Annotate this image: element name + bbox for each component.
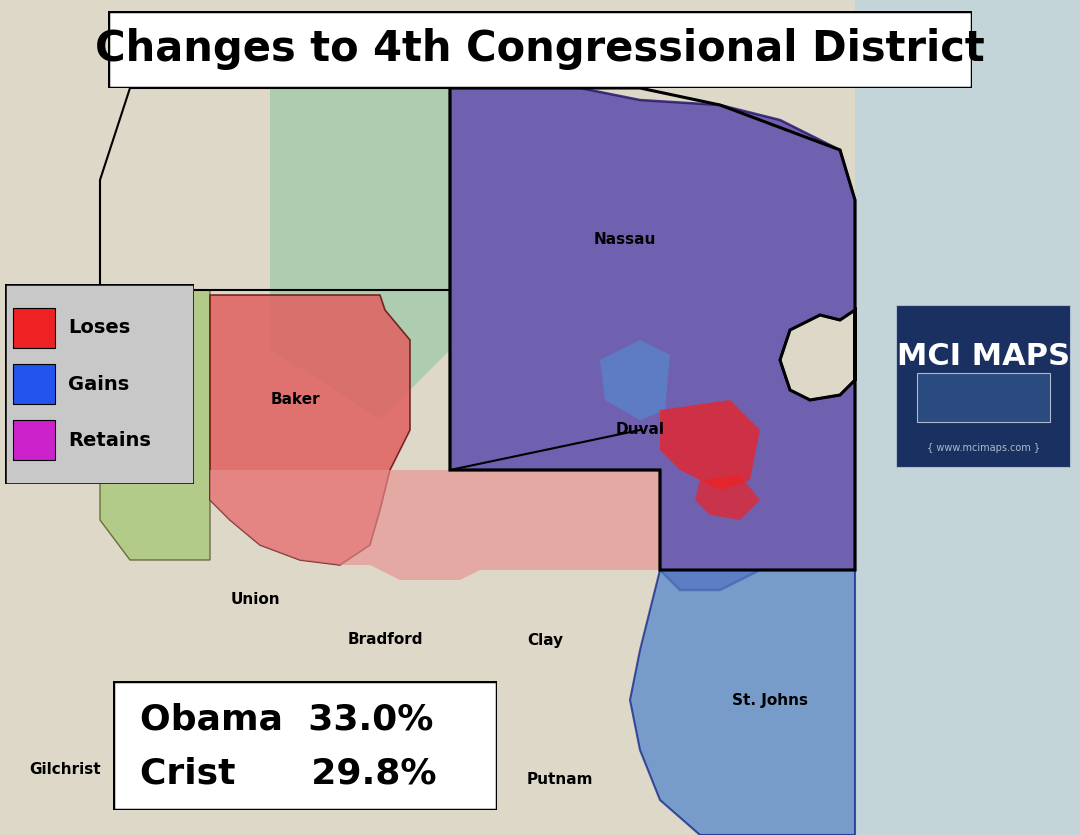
FancyBboxPatch shape xyxy=(113,681,497,810)
Text: Loses: Loses xyxy=(68,318,130,337)
Text: Clay: Clay xyxy=(527,632,563,647)
FancyBboxPatch shape xyxy=(917,373,1051,422)
FancyBboxPatch shape xyxy=(855,0,1080,835)
Polygon shape xyxy=(210,470,660,580)
Text: MCI MAPS: MCI MAPS xyxy=(897,342,1070,372)
Text: Obama  33.0%: Obama 33.0% xyxy=(140,702,433,736)
Polygon shape xyxy=(696,475,760,520)
Text: Putnam: Putnam xyxy=(527,772,593,787)
Text: Baker: Baker xyxy=(270,392,320,407)
Polygon shape xyxy=(210,295,410,565)
FancyBboxPatch shape xyxy=(13,420,54,460)
Polygon shape xyxy=(600,340,670,420)
Text: Duval: Duval xyxy=(616,423,664,438)
Text: Gains: Gains xyxy=(68,375,129,393)
Text: Crist      29.8%: Crist 29.8% xyxy=(140,757,436,791)
Polygon shape xyxy=(270,85,450,420)
FancyBboxPatch shape xyxy=(896,305,1071,468)
Text: St. Johns: St. Johns xyxy=(732,692,808,707)
Text: Gilchrist: Gilchrist xyxy=(29,762,100,777)
Polygon shape xyxy=(100,290,210,560)
Text: Columbia: Columbia xyxy=(60,473,140,488)
Text: { www.mcimaps.com }: { www.mcimaps.com } xyxy=(928,443,1040,453)
Polygon shape xyxy=(450,88,855,590)
Text: Retains: Retains xyxy=(68,431,150,450)
FancyBboxPatch shape xyxy=(13,308,54,348)
FancyBboxPatch shape xyxy=(5,284,194,484)
FancyBboxPatch shape xyxy=(13,364,54,404)
Text: Union: Union xyxy=(230,593,280,608)
Text: Nassau: Nassau xyxy=(594,232,657,247)
Polygon shape xyxy=(660,400,760,490)
Polygon shape xyxy=(630,570,855,835)
Text: Bradford: Bradford xyxy=(348,632,422,647)
Text: Hamilton: Hamilton xyxy=(16,382,94,397)
FancyBboxPatch shape xyxy=(108,11,972,88)
Text: Changes to 4th Congressional District: Changes to 4th Congressional District xyxy=(95,28,985,70)
